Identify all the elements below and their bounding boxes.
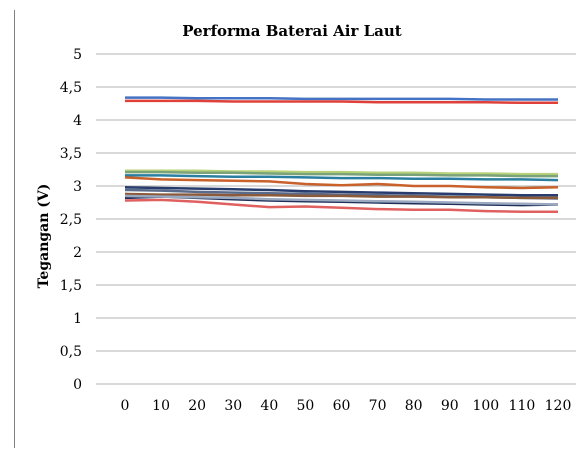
chart-frame [14, 10, 582, 448]
series-line-11 [124, 194, 559, 206]
y-tick-label: 3 [73, 179, 82, 195]
y-tick-label: 5 [73, 47, 82, 63]
series-lines [124, 96, 559, 213]
series-line-7 [124, 186, 558, 197]
y-tick-label: 2,5 [60, 212, 82, 228]
x-tick-label: 60 [333, 398, 351, 414]
y-tick-labels: 0 0,5 1 1,5 2 2,5 3 3,5 4 4,5 5 [60, 47, 82, 393]
series-line-1 [125, 96, 558, 101]
x-tick-label: 30 [224, 398, 242, 414]
y-tick-label: 4 [73, 113, 82, 129]
x-tick-label: 110 [509, 398, 536, 414]
grid-lines [96, 53, 576, 385]
y-axis-label: Tegangan (V) [36, 184, 52, 289]
chart-title: Performa Baterai Air Laut [182, 22, 402, 40]
series-line-12 [124, 198, 558, 213]
x-tick-label: 50 [297, 398, 315, 414]
x-tick-label: 10 [152, 398, 170, 414]
x-tick-label: 100 [472, 398, 499, 414]
x-tick-label: 70 [369, 398, 387, 414]
y-tick-label: 1,5 [60, 278, 82, 294]
x-tick-label: 20 [188, 398, 206, 414]
x-tick-label: 40 [260, 398, 278, 414]
series-line-4 [125, 170, 558, 178]
y-tick-label: 2 [73, 245, 82, 261]
x-tick-label: 120 [545, 398, 572, 414]
y-tick-label: 3,5 [60, 146, 82, 162]
x-tick-label: 0 [121, 398, 130, 414]
x-tick-label: 90 [441, 398, 459, 414]
series-line-2 [125, 99, 558, 105]
y-tick-label: 0 [73, 377, 82, 393]
y-tick-label: 4,5 [60, 80, 82, 96]
y-tick-label: 1 [73, 311, 82, 327]
series-line-3 [125, 169, 558, 176]
series-line-6 [124, 176, 559, 190]
series-line-9 [124, 192, 558, 200]
x-tick-labels: 0 10 20 30 40 50 60 70 80 90 100 110 120 [121, 398, 572, 414]
x-tick-label: 80 [405, 398, 423, 414]
y-tick-label: 0,5 [60, 344, 82, 360]
series-line-5 [125, 174, 559, 182]
